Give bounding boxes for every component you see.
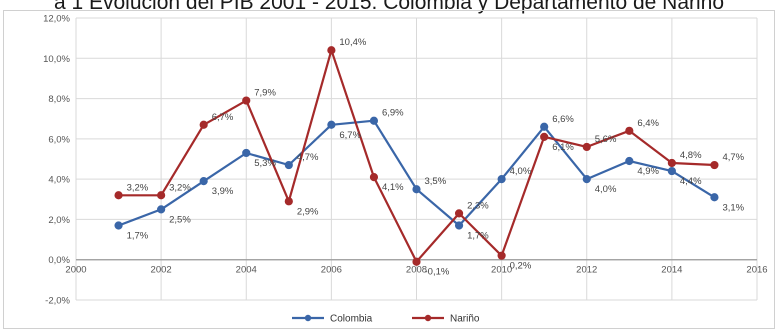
data-point-0 [625,156,634,166]
data-label: 4,4% [680,176,702,187]
x-tick-label: 2002 [151,265,172,276]
x-tick-label: 2012 [576,265,597,276]
y-tick-label: 12,0% [43,14,70,25]
data-point-1 [540,132,549,141]
data-label: 3,1% [722,202,744,213]
data-point-1 [625,126,634,135]
x-tick-label: 2008 [406,265,427,276]
data-point-0 [199,177,208,186]
data-point-1 [454,209,464,218]
y-tick-label: 10,0% [43,54,70,65]
data-label: 3,2% [169,182,191,193]
y-tick-label: 2,0% [48,215,70,226]
data-point-1 [157,191,166,200]
x-tick-label: 2016 [746,265,767,276]
y-tick-label: 0,0% [48,255,70,266]
data-label: 4,0% [510,166,532,177]
data-label: 6,7% [339,130,361,141]
data-point-0 [497,175,506,184]
data-label: 3,9% [212,186,234,197]
data-label: 4,8% [680,150,702,161]
y-tick-label: 6,0% [48,134,70,145]
data-label: 4,7% [722,152,744,163]
data-label: 4,7% [297,152,319,163]
legend-label: Nariño [450,314,480,325]
data-label: 2,3% [467,200,489,211]
data-label: 4,9% [637,166,659,177]
data-label: 2,5% [169,214,191,225]
y-tick-label: 4,0% [48,175,70,186]
legend-marker-0 [304,314,312,322]
y-tick-label: 8,0% [48,94,70,105]
data-point-0 [114,221,123,230]
data-point-1 [327,46,336,55]
data-label: 5,3% [254,158,276,169]
data-point-1 [199,120,208,129]
data-point-0 [327,120,336,129]
y-tick-label: -2,0% [45,296,70,307]
data-point-0 [667,166,676,176]
data-label: 7,9% [254,88,276,99]
data-label: 0,2% [510,261,532,272]
data-point-1 [582,142,591,152]
data-point-1 [114,191,123,200]
chart-frame [3,10,775,329]
data-point-0 [454,221,464,230]
data-point-0 [710,193,719,202]
x-tick-label: 2014 [661,265,682,276]
x-tick-label: 2000 [65,265,86,276]
data-point-0 [284,160,293,170]
data-label: 2,9% [297,206,319,217]
data-label: 3,2% [127,182,149,193]
data-point-0 [157,205,166,214]
data-label: 6,1% [552,142,574,153]
data-point-0 [369,116,379,125]
data-label: 10,4% [339,37,366,48]
legend-marker-1 [424,314,432,322]
data-label: 4,0% [595,184,617,195]
legend-label: Colombia [330,314,373,325]
data-point-1 [412,257,421,266]
data-point-0 [582,175,591,184]
x-tick-label: 2006 [321,265,342,276]
data-point-0 [242,148,251,158]
data-label: 6,7% [212,112,234,123]
data-label: 3,5% [425,176,447,187]
data-point-1 [242,96,251,105]
data-label: 6,4% [637,118,659,129]
data-label: 1,7% [127,230,149,241]
x-tick-label: 2004 [236,265,257,276]
data-label: 1,7% [467,230,489,241]
data-point-1 [710,160,719,170]
data-label: -0,1% [425,267,450,278]
data-point-1 [497,251,506,260]
data-point-1 [284,197,293,206]
data-label: 6,9% [382,108,404,119]
data-point-1 [667,158,676,168]
data-point-0 [540,122,549,131]
data-label: 4,1% [382,182,404,193]
data-label: 5,6% [595,134,617,145]
x-tick-label: 2010 [491,265,512,276]
data-point-0 [412,185,421,194]
data-point-1 [369,173,379,182]
data-label: 6,6% [552,114,574,125]
